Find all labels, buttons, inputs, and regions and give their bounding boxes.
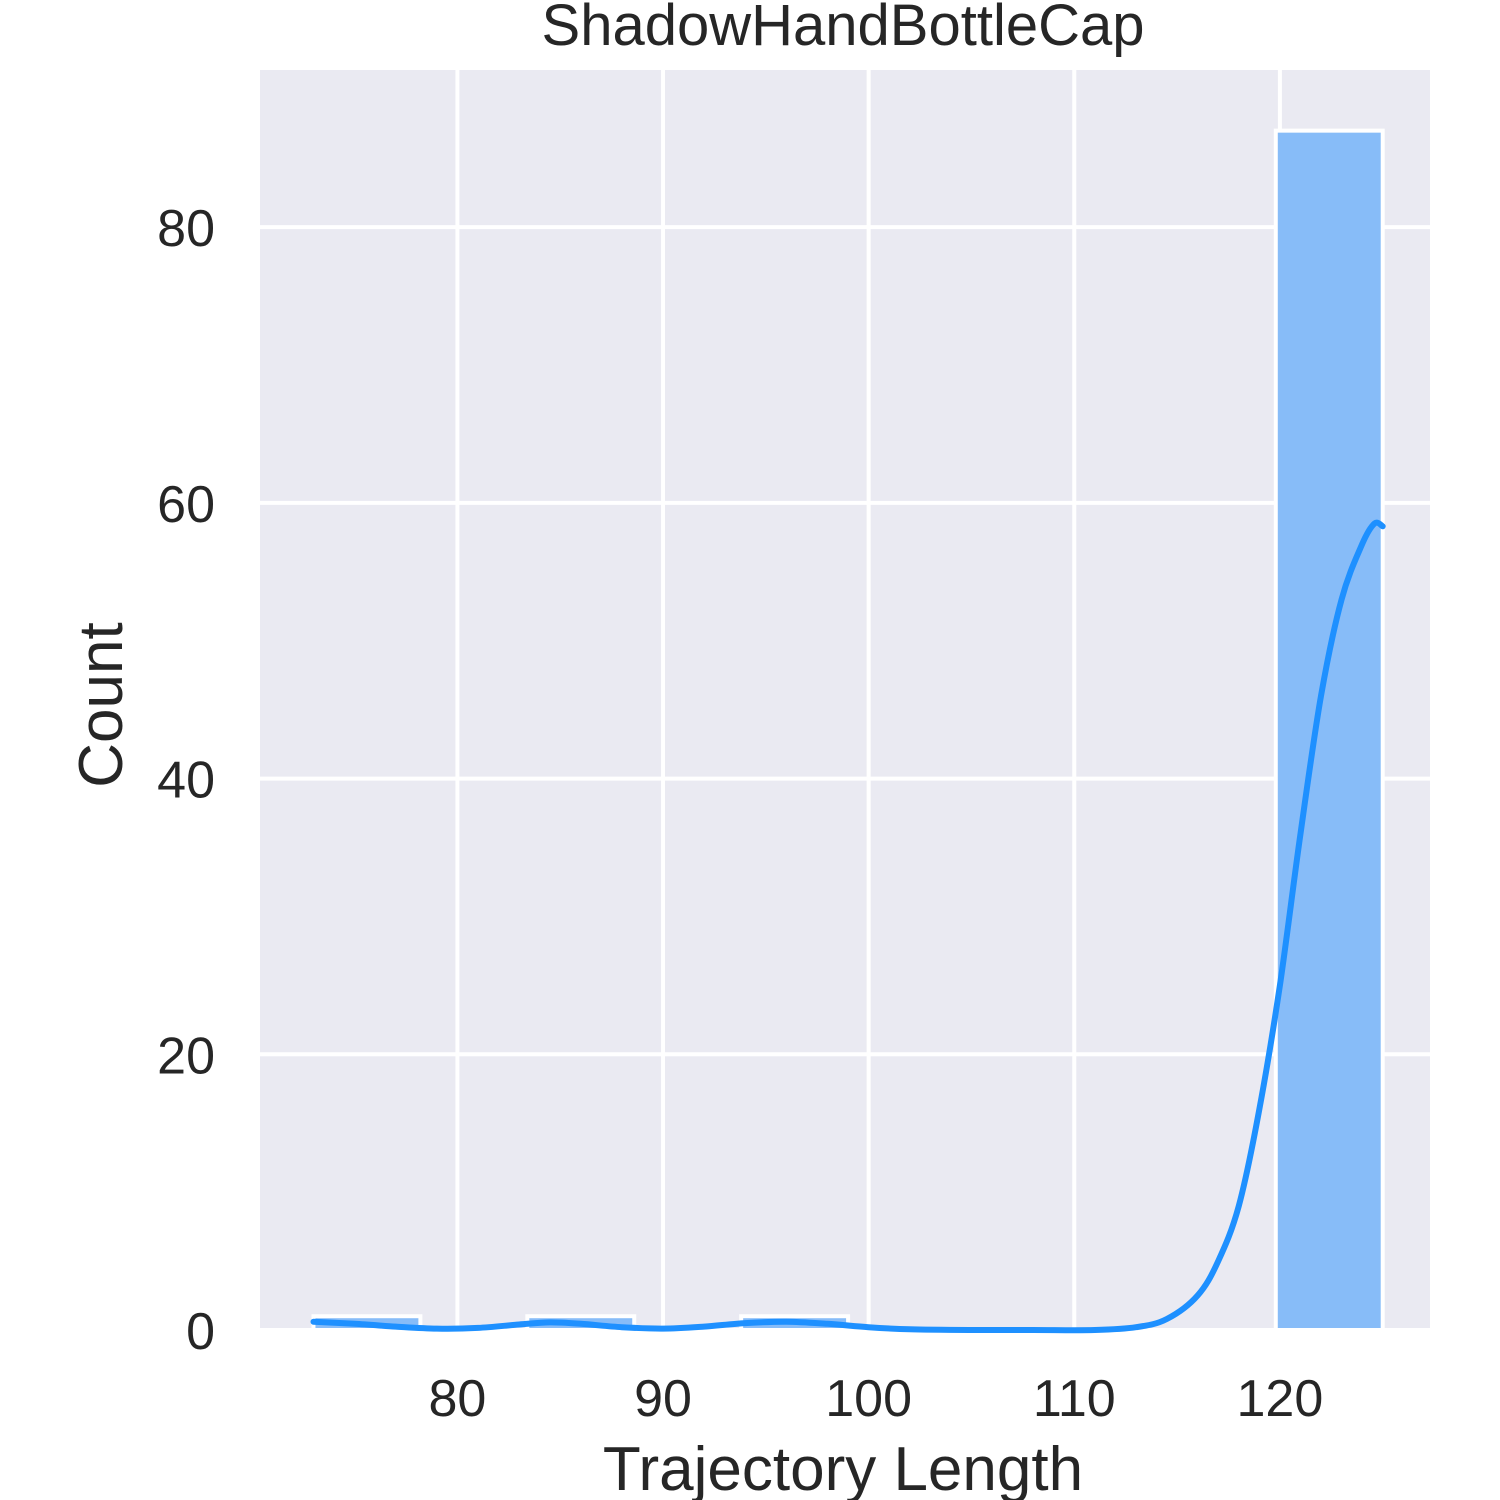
x-tick-label: 120	[1237, 1370, 1324, 1428]
y-tick-label: 20	[157, 1027, 215, 1085]
plot-area	[260, 70, 1430, 1330]
y-tick-label: 0	[186, 1303, 215, 1361]
y-tick-label: 60	[157, 476, 215, 534]
y-tick-label: 80	[157, 200, 215, 258]
x-axis-label: Trajectory Length	[603, 1435, 1083, 1500]
histogram-bars	[311, 128, 1385, 1333]
y-axis-label: Count	[67, 622, 136, 787]
chart-title: ShadowHandBottleCap	[542, 0, 1145, 58]
tick-labels: 80 90 100 110 120 0 20 40 60 80	[157, 200, 1323, 1428]
kde-line	[310, 519, 1386, 1334]
x-tick-label: 90	[634, 1370, 692, 1428]
histogram-bar	[1273, 128, 1385, 1332]
x-tick-label: 80	[428, 1370, 486, 1428]
x-tick-label: 110	[1033, 1370, 1116, 1428]
y-tick-label: 40	[157, 752, 215, 810]
kde-curve-group	[310, 519, 1386, 1334]
x-tick-label: 100	[825, 1370, 912, 1428]
